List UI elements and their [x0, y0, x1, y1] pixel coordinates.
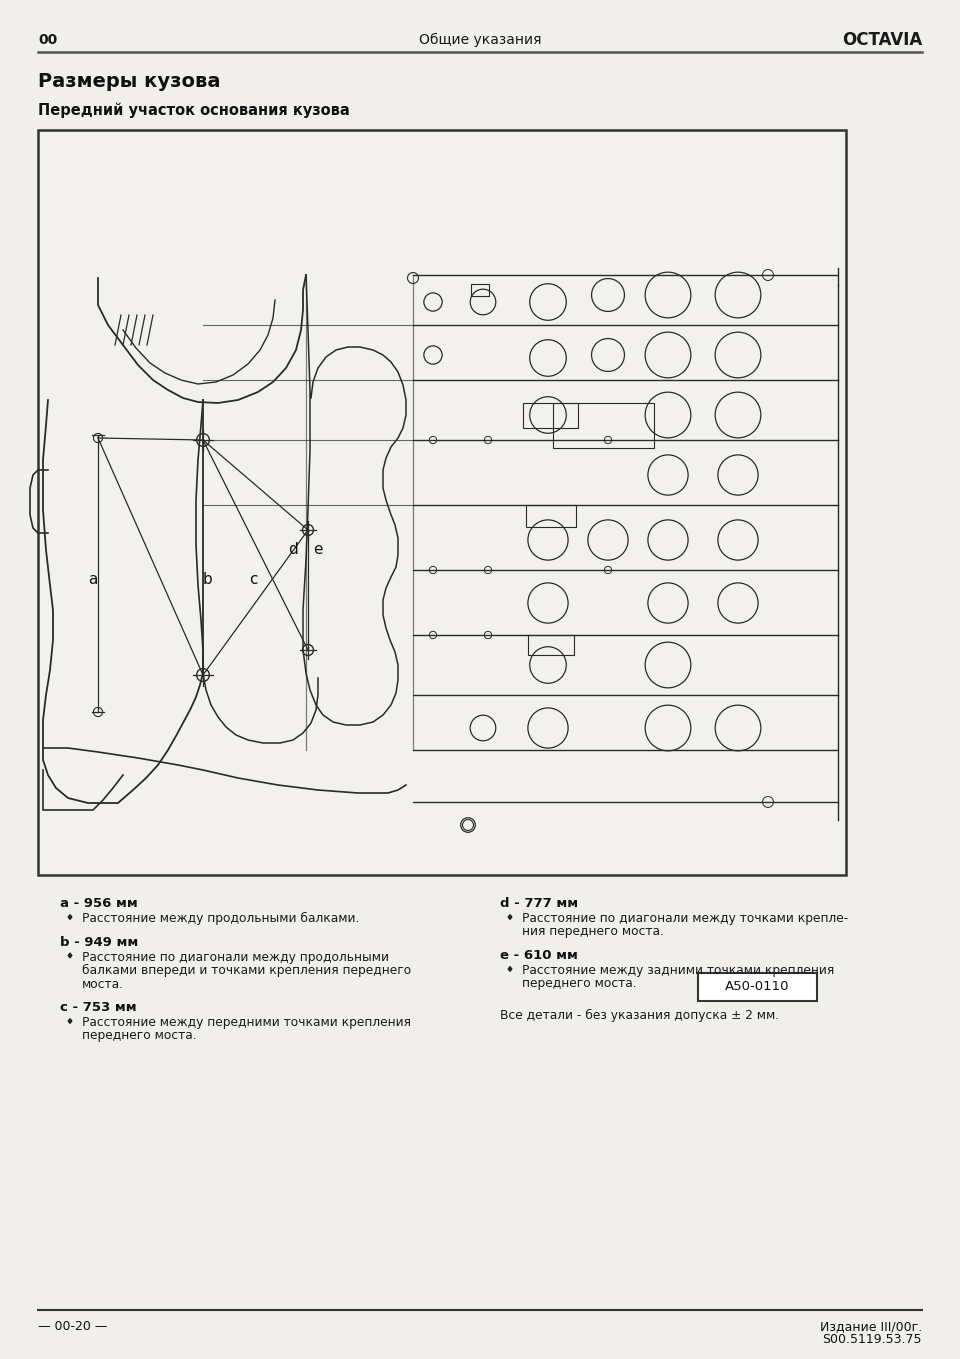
Bar [525, 506, 576, 527]
Text: A50-0110: A50-0110 [725, 980, 790, 993]
Polygon shape [68, 1019, 72, 1023]
Text: моста.: моста. [82, 977, 124, 991]
Polygon shape [508, 966, 512, 972]
Text: a - 956 мм: a - 956 мм [60, 897, 137, 911]
Polygon shape [68, 915, 72, 920]
Text: Передний участок основания кузова: Передний участок основания кузова [38, 102, 349, 117]
Text: переднего моста.: переднего моста. [82, 1030, 197, 1042]
Bar [698, 973, 817, 1002]
Text: Расстояние между передними точками крепления: Расстояние между передними точками крепл… [82, 1017, 411, 1029]
Text: Издание III/00г.: Издание III/00г. [820, 1320, 922, 1333]
Text: Расстояние между продольными балками.: Расстояние между продольными балками. [82, 912, 359, 925]
Text: ния переднего моста.: ния переднего моста. [522, 925, 664, 939]
Text: S00.5119.53.75: S00.5119.53.75 [823, 1333, 922, 1345]
Text: Все детали - без указания допуска ± 2 мм.: Все детали - без указания допуска ± 2 мм… [500, 1008, 780, 1022]
Text: e: e [313, 542, 323, 557]
Text: 00: 00 [38, 33, 58, 48]
Text: Размеры кузова: Размеры кузова [38, 72, 221, 91]
Bar [553, 402, 654, 447]
Text: — 00-20 —: — 00-20 — [38, 1320, 108, 1333]
Polygon shape [508, 915, 512, 920]
Text: a: a [88, 572, 98, 587]
Text: переднего моста.: переднего моста. [522, 977, 636, 991]
Text: e - 610 мм: e - 610 мм [500, 949, 578, 962]
Text: Общие указания: Общие указания [419, 33, 541, 48]
Text: d: d [288, 542, 298, 557]
Bar [523, 402, 578, 428]
Text: OCTAVIA: OCTAVIA [842, 31, 922, 49]
Text: d - 777 мм: d - 777 мм [500, 897, 578, 911]
Text: b - 949 мм: b - 949 мм [60, 935, 138, 949]
Text: c: c [249, 572, 257, 587]
Text: Расстояние между задними точками крепления: Расстояние между задними точками креплен… [522, 964, 834, 977]
Bar [471, 284, 490, 296]
Text: b: b [204, 572, 213, 587]
Text: Расстояние по диагонали между точками крепле-: Расстояние по диагонали между точками кр… [522, 912, 849, 925]
Polygon shape [68, 953, 72, 958]
Text: балками впереди и точками крепления переднего: балками впереди и точками крепления пере… [82, 964, 411, 977]
Bar [38, 130, 846, 875]
Text: Расстояние по диагонали между продольными: Расстояние по диагонали между продольным… [82, 950, 389, 964]
Bar [528, 635, 574, 655]
Text: c - 753 мм: c - 753 мм [60, 1002, 136, 1014]
